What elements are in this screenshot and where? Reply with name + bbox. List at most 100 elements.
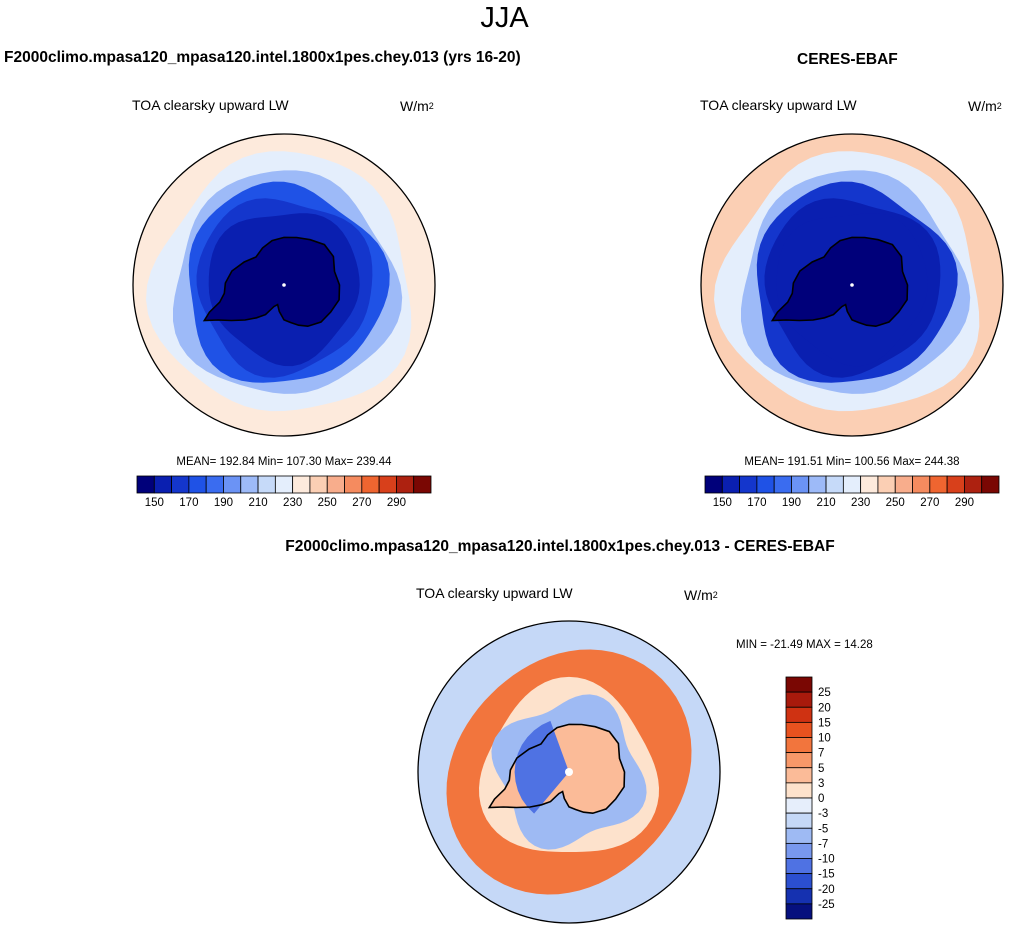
right-colorbar-swatch [704,475,723,494]
left-colorbar-swatch [344,475,363,494]
left-colorbar-tick: 230 [283,497,302,509]
right-colorbar-swatch [929,475,948,494]
left-colorbar-swatch [292,475,311,494]
diff-colorbar-swatch [785,691,813,708]
left-colorbar-swatch [361,475,380,494]
left-colorbar-swatch [153,475,172,494]
diff-colorbar-swatch [785,888,813,905]
right-colorbar-swatch [946,475,965,494]
diff-pole-marker [565,768,573,776]
right-colorbar-tick: 170 [747,497,766,509]
diff-colorbar-swatch [785,812,813,829]
left-coastline [202,236,341,328]
left-panel-header: F2000climo.mpasa120_mpasa120.intel.1800x… [4,49,521,66]
left-colorbar-swatch [257,475,276,494]
diff-colorbar-swatch [785,676,813,693]
right-coastline [770,236,909,328]
left-units: W/m2 [400,98,434,114]
left-colorbar-swatch [274,475,294,494]
left-colorbar-tick: 170 [179,497,198,509]
left-map-label: TOA clearsky upward LW [132,97,289,113]
left-stats: MEAN= 192.84 Min= 107.30 Max= 239.44 [176,456,392,468]
left-colorbar-swatch [326,475,345,494]
left-colorbar-tick: 250 [318,497,337,509]
diff-map-label: TOA clearsky upward LW [416,585,573,601]
right-interior-band [772,237,908,327]
right-stats: MEAN= 191.51 Min= 100.56 Max= 244.38 [744,456,960,468]
right-colorbar-swatch [912,475,931,494]
diff-field [418,621,720,923]
right-panel-header: CERES-EBAF [797,51,898,68]
figure-title: JJA [480,2,529,34]
diff-colorbar-swatch [785,842,813,859]
diff-west-band [514,720,569,814]
diff-units: W/m2 [684,587,718,603]
diff-stats: MIN = -21.49 MAX = 14.28 [736,639,873,651]
left-colorbar-swatch [188,475,207,494]
diff-colorbar-tick: -15 [818,869,835,881]
left-colorbar-swatch [413,475,432,494]
right-colorbar-swatch [877,475,896,494]
right-map-label: TOA clearsky upward LW [700,97,857,113]
left-colorbar-swatch [378,475,397,494]
diff-colorbar-swatch [785,903,813,920]
right-colorbar-tick: 210 [816,497,835,509]
right-colorbar-swatch [964,475,983,494]
diff-colorbar-tick: -7 [818,838,828,850]
right-colorbar-swatch [860,475,879,494]
diff-colorbar-tick: 7 [818,748,824,760]
right-field [701,134,1003,436]
diff-colorbar-tick: 3 [818,778,824,790]
diff-colorbar-tick: 25 [818,687,831,699]
diff-map-border [417,620,721,924]
right-colorbar-tick: 150 [713,497,732,509]
diff-colorbar-swatch [785,827,813,844]
left-colorbar-swatch [223,475,242,494]
diff-colorbar-tick: -10 [818,854,835,866]
diff-colorbar-swatch [785,873,813,890]
diff-colorbar-swatch [785,706,813,723]
diff-colorbar-swatch [785,752,813,769]
left-colorbar-swatch [309,475,328,494]
diff-colorbar-tick: 20 [818,702,831,714]
diff-colorbar-tick: 5 [818,763,824,775]
diff-colorbar-swatch [785,767,813,784]
right-colorbar-swatch [808,475,827,494]
left-colorbar-tick: 190 [214,497,233,509]
diff-panel-header: F2000climo.mpasa120_mpasa120.intel.1800x… [285,538,835,555]
diff-colorbar-swatch [785,782,813,799]
left-colorbar-swatch [240,475,259,494]
right-colorbar-tick: 190 [782,497,801,509]
left-pole-marker [282,283,286,287]
diff-coastline [487,723,626,815]
diff-colorbar-tick: 10 [818,733,831,745]
left-colorbar-tick: 210 [248,497,267,509]
left-colorbar-swatch [205,475,224,494]
right-units: W/m2 [968,98,1002,114]
left-colorbar-swatch [136,475,155,494]
diff-colorbar-swatch [785,721,813,738]
right-colorbar-tick: 270 [920,497,939,509]
left-colorbar-tick: 270 [352,497,371,509]
diff-colorbar-tick: -25 [818,899,835,911]
right-colorbar-swatch [791,475,810,494]
diff-colorbar-tick: -20 [818,884,835,896]
right-colorbar-tick: 230 [851,497,870,509]
diff-colorbar-swatch [785,858,813,875]
diff-colorbar-tick: 0 [818,793,824,805]
diff-colorbar-swatch [785,797,813,814]
right-colorbar-swatch [825,475,844,494]
left-interior-band [204,237,340,327]
diff-colorbar-swatch [785,737,813,754]
right-colorbar-tick: 290 [955,497,974,509]
diff-colorbar-tick: -3 [818,808,828,820]
left-field [133,134,435,436]
left-colorbar-swatch [396,475,415,494]
left-map-border [132,133,436,437]
right-colorbar-swatch [756,475,775,494]
right-colorbar-swatch [739,475,758,494]
diff-colorbar-tick: 15 [818,717,831,729]
diff-colorbar-tick: -5 [818,823,828,835]
right-pole-marker [850,283,854,287]
